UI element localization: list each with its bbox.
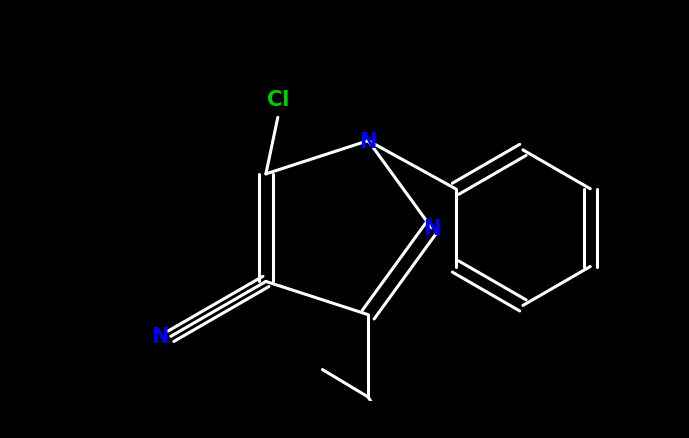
Text: N: N bbox=[423, 218, 440, 238]
Text: Cl: Cl bbox=[267, 90, 289, 110]
Text: N: N bbox=[360, 131, 377, 151]
Text: N: N bbox=[151, 327, 169, 346]
